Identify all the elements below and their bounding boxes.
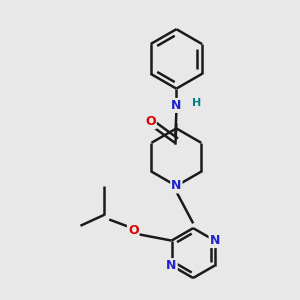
Text: N: N (167, 259, 177, 272)
Text: N: N (171, 179, 182, 193)
Text: H: H (192, 98, 201, 109)
Text: N: N (171, 99, 182, 112)
Text: O: O (128, 224, 139, 237)
Text: N: N (209, 234, 220, 247)
Text: O: O (145, 115, 156, 128)
